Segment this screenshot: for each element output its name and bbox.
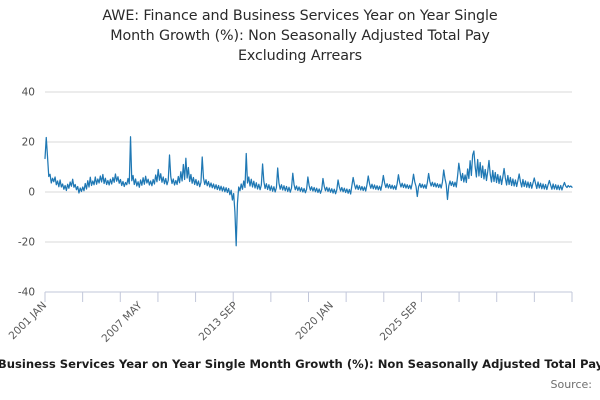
source-label: Source:	[550, 378, 593, 391]
data-series-line	[44, 136, 573, 247]
y-axis-tick-label: 20	[22, 137, 35, 149]
line-chart-plot: 40 20 0 -20 -40 2001 JAN 2007 MAY 2013 SEP 2020…	[7, 87, 573, 345]
y-axis-tick-label: 0	[28, 187, 35, 199]
x-axis-tick-labels: 2001 JAN 2007 MAY 2013 SEP 2020 JAN 2025 SEP	[7, 299, 422, 345]
y-axis-tick-label: -40	[18, 287, 35, 299]
y-axis-tick-label: 40	[22, 87, 35, 99]
chart-title-line-1: AWE: Finance and Business Services Year …	[102, 8, 498, 24]
chart-title-line-3: Excluding Arrears	[237, 48, 363, 64]
y-axis-tick-labels: 40 20 0 -20 -40	[18, 87, 35, 299]
x-axis-tick-label: 2013 SEP	[197, 300, 241, 344]
y-axis-tick-label: -20	[18, 237, 35, 249]
grid-lines	[45, 91, 572, 293]
footer-caption-text: AWE: Finance and Business Services Year …	[0, 357, 600, 371]
x-axis-tick-label: 2025 SEP	[378, 300, 422, 344]
x-axis-ticks	[44, 292, 573, 302]
x-axis-tick-label: 2007 MAY	[100, 299, 146, 345]
x-axis-tick-label: 2001 JAN	[7, 300, 49, 342]
chart-title-line-2: Month Growth (%): Non Seasonally Adjuste…	[110, 28, 490, 44]
footer-caption: AWE: Finance and Business Services Year …	[0, 353, 600, 375]
chart-title: AWE: Finance and Business Services Year …	[0, 6, 600, 66]
x-axis-tick-label: 2020 JAN	[293, 300, 335, 342]
